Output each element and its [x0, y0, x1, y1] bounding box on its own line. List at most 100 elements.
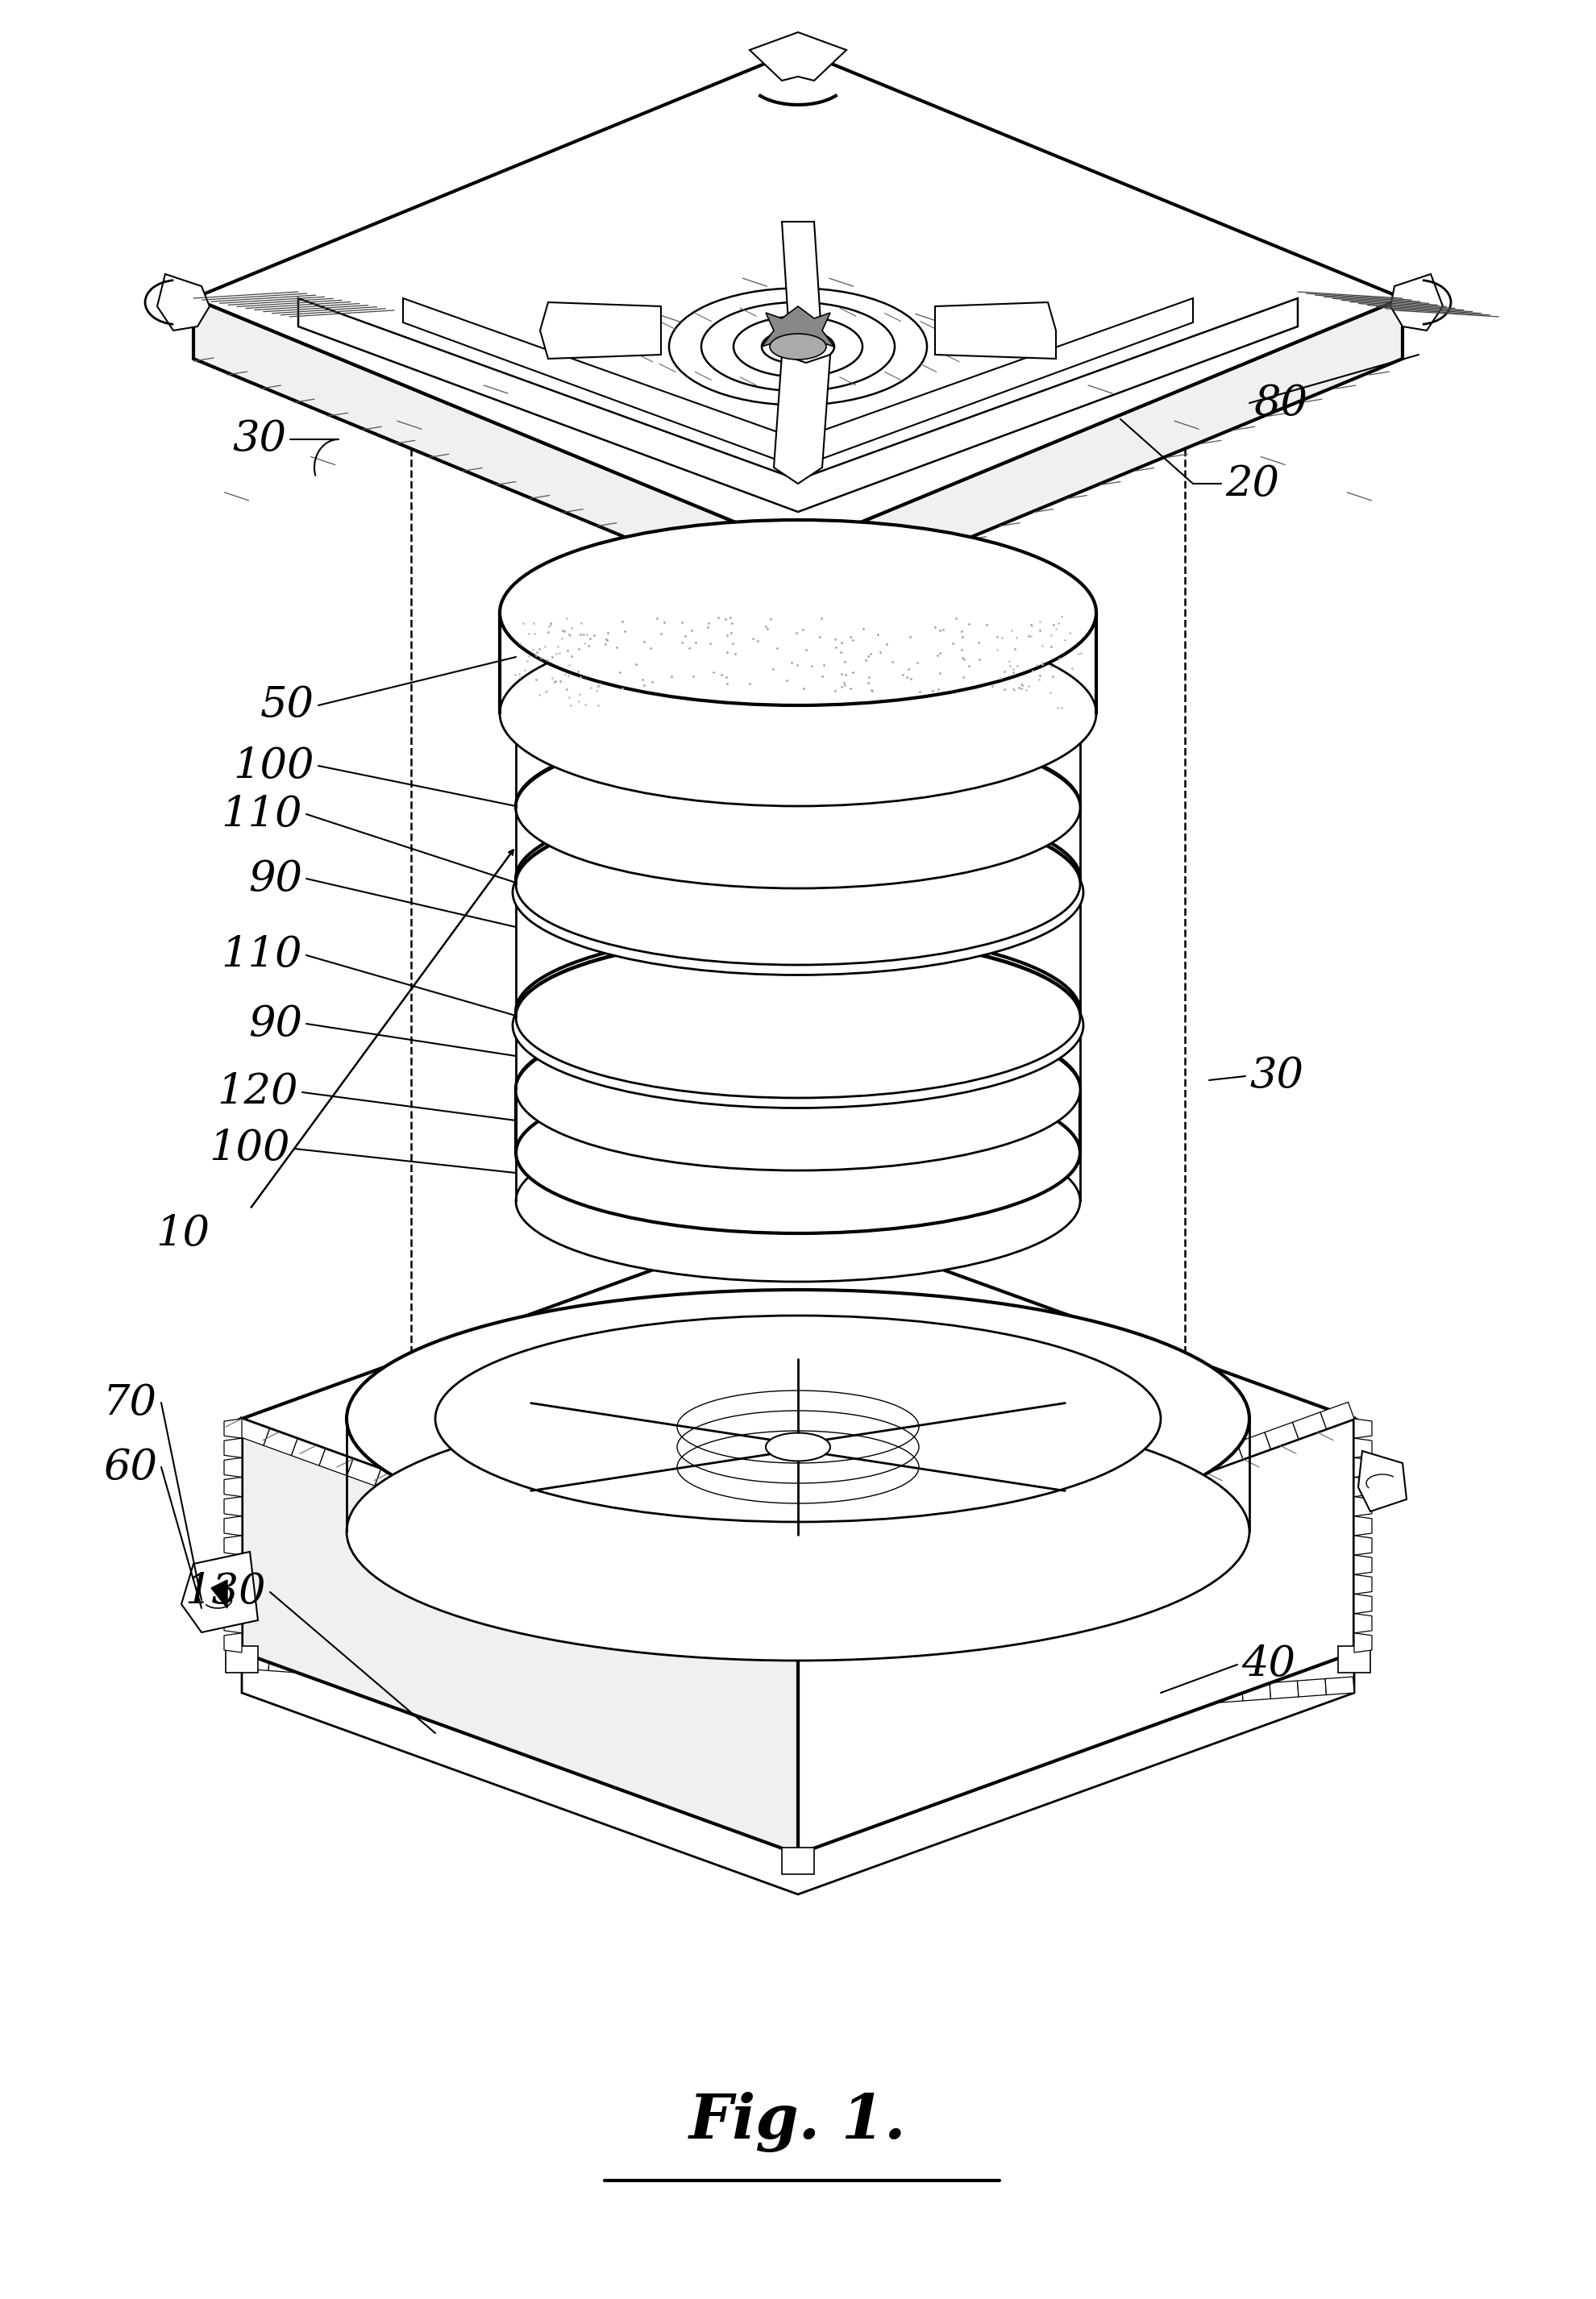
Polygon shape	[653, 1570, 686, 1596]
Text: 100: 100	[233, 745, 314, 786]
Text: 80: 80	[1253, 382, 1307, 423]
Ellipse shape	[516, 628, 1080, 791]
Polygon shape	[211, 1579, 227, 1609]
Polygon shape	[991, 1701, 1020, 1720]
Text: 40: 40	[1242, 1644, 1296, 1685]
Polygon shape	[223, 1497, 243, 1515]
Polygon shape	[292, 1439, 326, 1467]
Ellipse shape	[516, 1071, 1080, 1232]
Polygon shape	[1390, 274, 1443, 331]
Ellipse shape	[516, 1007, 1080, 1168]
Polygon shape	[1181, 1453, 1215, 1478]
Polygon shape	[774, 354, 830, 483]
Text: 120: 120	[217, 1071, 298, 1113]
Polygon shape	[1353, 1575, 1373, 1593]
Polygon shape	[852, 1710, 881, 1729]
Polygon shape	[935, 301, 1057, 359]
Polygon shape	[492, 1671, 520, 1690]
Polygon shape	[223, 1458, 243, 1478]
Polygon shape	[243, 1418, 798, 1853]
Polygon shape	[792, 1593, 825, 1621]
Polygon shape	[681, 1579, 715, 1607]
Ellipse shape	[766, 1432, 830, 1462]
Polygon shape	[223, 1632, 243, 1653]
Polygon shape	[1210, 1441, 1243, 1469]
Polygon shape	[602, 1678, 630, 1697]
Polygon shape	[798, 1418, 1353, 1853]
Polygon shape	[761, 306, 835, 354]
Polygon shape	[1320, 1402, 1353, 1428]
Polygon shape	[223, 1439, 243, 1458]
Ellipse shape	[516, 931, 1080, 1092]
Polygon shape	[1353, 1418, 1373, 1439]
Polygon shape	[1159, 1690, 1187, 1706]
Polygon shape	[402, 1478, 436, 1506]
Polygon shape	[935, 1706, 966, 1722]
Polygon shape	[514, 1520, 547, 1547]
Polygon shape	[1125, 1474, 1160, 1499]
Polygon shape	[908, 1706, 937, 1724]
Ellipse shape	[516, 802, 1080, 963]
Polygon shape	[881, 1708, 910, 1727]
Polygon shape	[875, 1563, 910, 1591]
Ellipse shape	[516, 805, 1080, 966]
Polygon shape	[741, 1690, 771, 1706]
Polygon shape	[541, 1529, 576, 1556]
Polygon shape	[182, 1552, 259, 1632]
Polygon shape	[750, 32, 846, 80]
Polygon shape	[825, 1713, 854, 1731]
Ellipse shape	[516, 1071, 1080, 1232]
Ellipse shape	[516, 1120, 1080, 1283]
Polygon shape	[986, 1522, 1020, 1550]
Polygon shape	[1353, 1536, 1373, 1554]
Polygon shape	[223, 1554, 243, 1575]
Polygon shape	[903, 1554, 937, 1579]
Ellipse shape	[512, 809, 1084, 975]
Polygon shape	[658, 1683, 686, 1701]
Polygon shape	[782, 221, 822, 354]
Polygon shape	[1020, 1699, 1049, 1717]
Polygon shape	[1047, 1697, 1076, 1715]
Text: 20: 20	[1226, 462, 1280, 503]
Polygon shape	[225, 1646, 259, 1674]
Polygon shape	[1353, 1458, 1373, 1478]
Polygon shape	[1353, 1497, 1373, 1515]
Polygon shape	[236, 1418, 270, 1446]
Polygon shape	[1353, 1593, 1373, 1614]
Polygon shape	[243, 1216, 1353, 1621]
Text: 130: 130	[185, 1573, 267, 1612]
Polygon shape	[407, 1664, 436, 1683]
Polygon shape	[1353, 1439, 1373, 1458]
Polygon shape	[156, 274, 209, 331]
Ellipse shape	[436, 1315, 1160, 1522]
Polygon shape	[375, 1469, 409, 1497]
Text: 30: 30	[231, 418, 286, 460]
Polygon shape	[1269, 1681, 1299, 1699]
Polygon shape	[268, 1655, 297, 1674]
Polygon shape	[1353, 1478, 1373, 1497]
Polygon shape	[1358, 1451, 1406, 1510]
Polygon shape	[764, 1609, 798, 1637]
Polygon shape	[380, 1662, 409, 1681]
Polygon shape	[546, 1674, 576, 1692]
Polygon shape	[847, 1573, 881, 1600]
Polygon shape	[1264, 1423, 1299, 1448]
Ellipse shape	[516, 936, 1080, 1099]
Polygon shape	[1353, 1632, 1373, 1653]
Polygon shape	[463, 1669, 492, 1687]
Polygon shape	[1293, 1412, 1326, 1439]
Ellipse shape	[701, 301, 895, 391]
Polygon shape	[1237, 1432, 1270, 1460]
Polygon shape	[1353, 1614, 1373, 1632]
Polygon shape	[820, 1584, 854, 1609]
Polygon shape	[686, 1685, 715, 1704]
Polygon shape	[193, 299, 1403, 609]
Ellipse shape	[769, 333, 827, 359]
Polygon shape	[1130, 1690, 1160, 1708]
Text: 10: 10	[155, 1214, 209, 1253]
Text: 60: 60	[104, 1446, 156, 1487]
Ellipse shape	[734, 317, 862, 377]
Polygon shape	[1069, 1492, 1104, 1520]
Polygon shape	[346, 1460, 381, 1485]
Polygon shape	[431, 1490, 464, 1515]
